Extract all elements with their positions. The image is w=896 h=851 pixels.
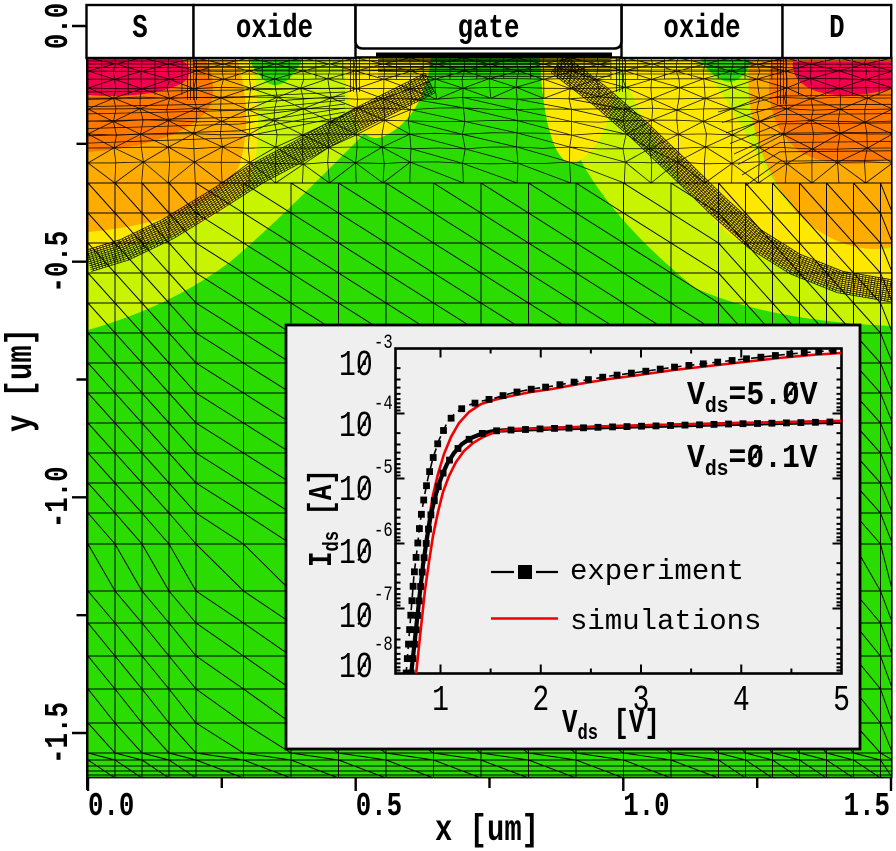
svg-text:0.0: 0.0 — [39, 3, 77, 49]
svg-text:oxide: oxide — [236, 9, 313, 47]
svg-text:-8: -8 — [374, 634, 393, 656]
svg-text:y [um]: y [um] — [0, 328, 42, 432]
svg-text:experiment: experiment — [570, 555, 744, 588]
svg-text:x [um]: x [um] — [435, 809, 539, 851]
svg-text:-7: -7 — [374, 584, 393, 606]
svg-text:S: S — [132, 9, 147, 47]
svg-text:-3: -3 — [374, 332, 393, 354]
svg-text:4: 4 — [733, 680, 750, 721]
svg-text:oxide: oxide — [663, 9, 740, 47]
svg-text:D: D — [829, 9, 844, 47]
svg-text:Vds [V]: Vds [V] — [562, 704, 660, 746]
svg-text:-1.5: -1.5 — [39, 702, 77, 764]
svg-text:1.5: 1.5 — [844, 787, 890, 825]
svg-text:gate: gate — [458, 9, 520, 47]
svg-text:10: 10 — [339, 647, 373, 688]
svg-text:-6: -6 — [374, 520, 393, 542]
svg-text:1.0: 1.0 — [623, 787, 669, 825]
svg-text:2: 2 — [532, 680, 549, 721]
svg-text:-0.5: -0.5 — [39, 231, 77, 293]
svg-text:Vds=0.1V: Vds=0.1V — [687, 441, 818, 483]
svg-text:simulations: simulations — [570, 605, 761, 638]
svg-text:10: 10 — [339, 470, 373, 511]
svg-text:-4: -4 — [374, 393, 393, 415]
svg-text:5: 5 — [833, 680, 850, 721]
svg-text:0.0: 0.0 — [88, 787, 134, 825]
svg-text:3: 3 — [633, 680, 650, 721]
svg-text:-5: -5 — [374, 457, 393, 479]
svg-text:10: 10 — [339, 345, 373, 386]
svg-text:10: 10 — [339, 406, 373, 447]
svg-text:1: 1 — [432, 680, 449, 721]
svg-text:0.5: 0.5 — [356, 787, 402, 825]
svg-text:-1.0: -1.0 — [39, 466, 77, 528]
svg-text:10: 10 — [339, 533, 373, 574]
svg-text:10: 10 — [339, 597, 373, 638]
svg-text:Ids [A]: Ids [A] — [303, 469, 345, 567]
